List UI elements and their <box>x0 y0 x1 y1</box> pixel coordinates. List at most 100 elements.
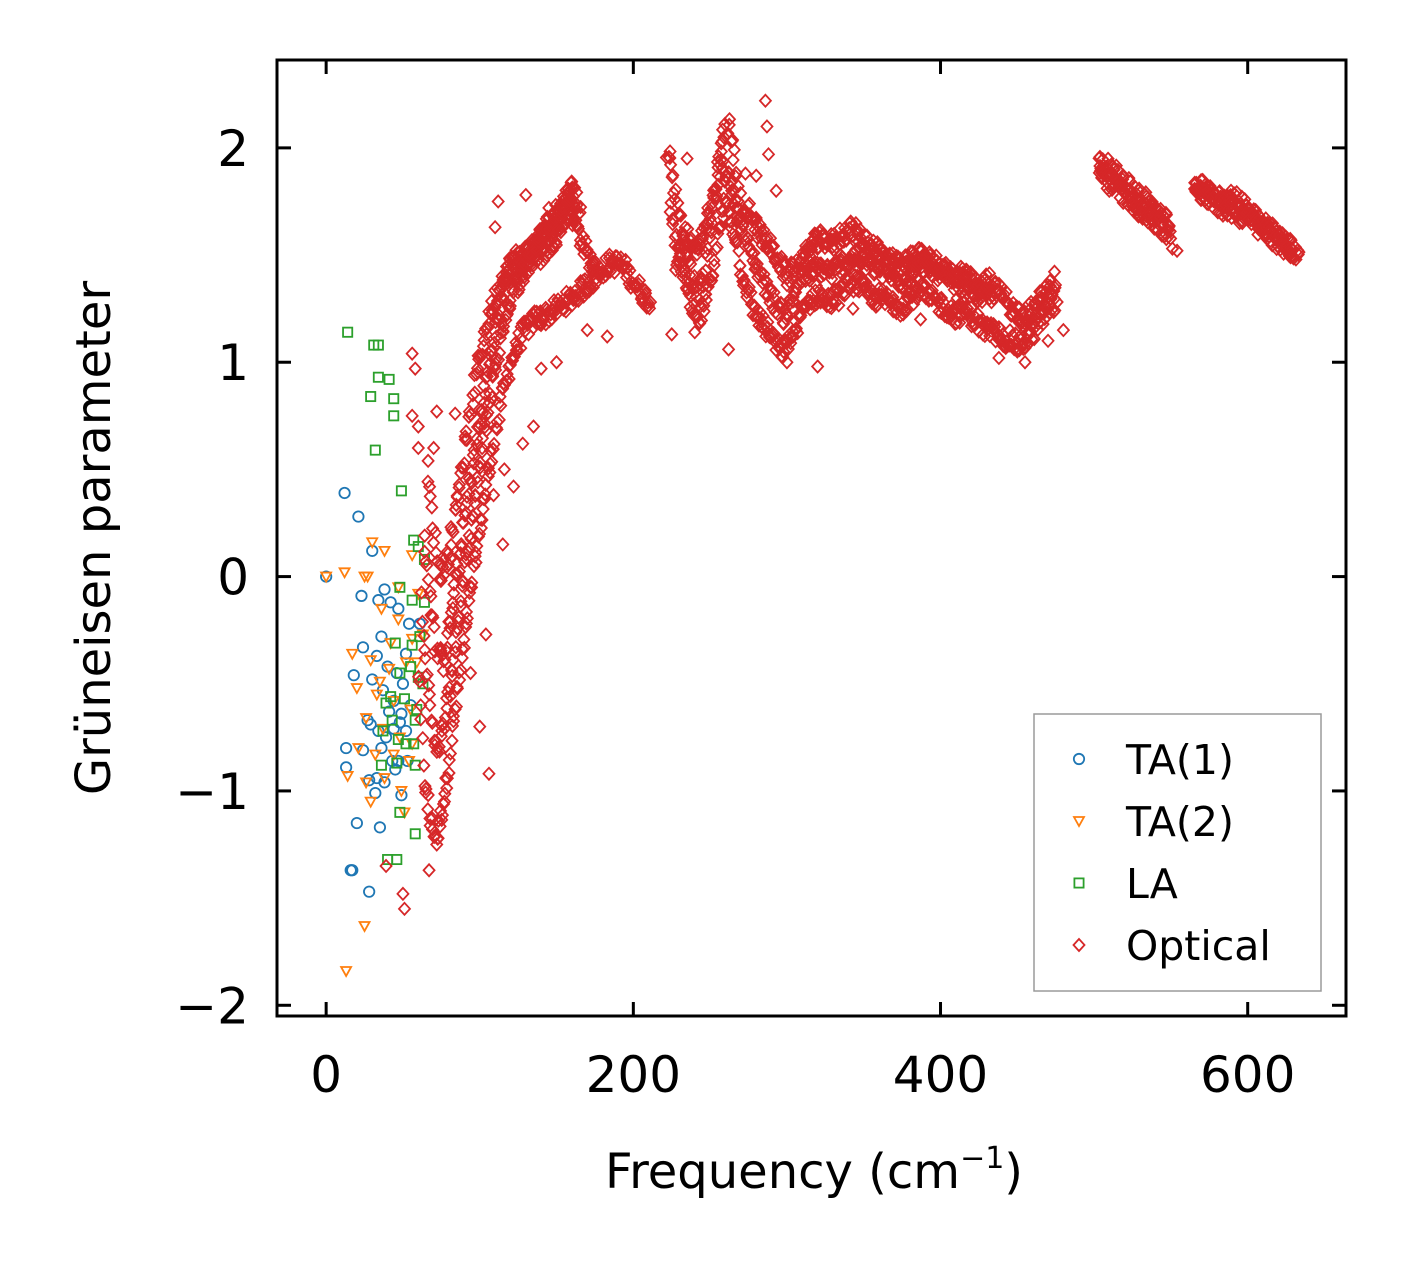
point-optical-1483 <box>952 315 967 330</box>
point-optical-2347 <box>549 354 564 370</box>
point-optical-2315 <box>448 406 462 422</box>
point-optical-1433 <box>906 296 921 312</box>
point-optical-1224 <box>714 219 729 234</box>
point-optical-2328 <box>430 837 444 852</box>
point-optical-764 <box>663 150 677 166</box>
point-optical-684 <box>496 277 511 292</box>
point-optical-287 <box>454 594 468 609</box>
point-optical-715 <box>524 248 539 263</box>
point-optical-1764 <box>830 230 845 246</box>
point-optical-619 <box>436 559 450 575</box>
point-optical-321 <box>485 390 499 405</box>
point-optical-67 <box>475 512 489 528</box>
point-la-7 <box>388 410 400 422</box>
point-optical-470 <box>452 564 467 579</box>
point-optical-2316 <box>411 440 426 456</box>
point-optical-651 <box>466 396 481 412</box>
point-optical-1580 <box>1042 305 1057 321</box>
point-optical-476 <box>456 515 471 531</box>
point-optical-457 <box>440 640 455 656</box>
point-optical-630 <box>446 524 460 540</box>
legend-symbol-0 <box>1072 752 1086 766</box>
point-optical-489 <box>470 431 484 447</box>
point-optical-496 <box>475 406 490 422</box>
point-optical-2300 <box>769 183 783 199</box>
point-ta1-11 <box>356 641 370 654</box>
point-optical-304 <box>468 488 482 504</box>
legend-symbol-3 <box>1072 937 1086 953</box>
point-optical-344 <box>506 284 520 300</box>
point-optical-2322 <box>473 719 487 734</box>
point-ta1-8 <box>392 602 405 615</box>
point-optical-2305 <box>519 187 533 203</box>
point-optical-1238 <box>727 229 742 245</box>
point-optical-2331 <box>721 342 736 357</box>
point-optical-2335 <box>867 297 882 312</box>
point-optical-1650 <box>724 183 739 198</box>
point-ta1-28 <box>393 716 406 729</box>
point-optical-1922 <box>977 283 991 299</box>
point-optical-31 <box>442 765 456 781</box>
point-optical-1275 <box>761 314 775 330</box>
point-la-17 <box>406 639 418 651</box>
point-optical-2306 <box>542 200 556 216</box>
point-ta2-1 <box>338 567 352 580</box>
point-la-13 <box>394 581 406 593</box>
point-optical-635 <box>450 489 465 505</box>
point-optical-2067 <box>1152 217 1167 233</box>
y-tick-label-1: −1 <box>175 763 249 821</box>
point-optical-178 <box>579 282 594 298</box>
x-tick-label-200: 200 <box>586 1046 681 1104</box>
point-optical-2313 <box>411 419 426 434</box>
point-optical-11 <box>423 811 437 826</box>
point-la-36 <box>400 738 412 750</box>
point-ta2-36 <box>358 921 372 933</box>
point-optical-2348 <box>534 361 548 376</box>
point-optical-479 <box>460 495 474 511</box>
point-ta2-10 <box>391 614 405 627</box>
point-ta2-19 <box>370 689 384 702</box>
point-optical-88 <box>494 398 508 413</box>
point-optical-641 <box>457 456 472 471</box>
point-optical-256 <box>423 697 437 713</box>
point-optical-602 <box>573 199 588 215</box>
point-optical-2346 <box>600 329 614 344</box>
point-optical-282 <box>449 639 463 655</box>
point-ta1-4 <box>355 589 368 602</box>
point-ta2-28 <box>387 749 401 762</box>
point-la-8 <box>369 444 381 456</box>
point-optical-878 <box>780 306 794 322</box>
point-optical-656 <box>471 364 485 380</box>
point-ta2-37 <box>339 966 353 978</box>
point-ta1-18 <box>366 673 379 686</box>
point-optical-474 <box>454 539 469 555</box>
point-optical-652 <box>468 385 482 401</box>
point-optical-2332 <box>688 324 702 340</box>
point-optical-34 <box>445 733 459 749</box>
point-optical-185 <box>586 280 601 295</box>
point-optical-2349 <box>516 436 530 452</box>
point-la-28 <box>408 738 420 750</box>
point-optical-389 <box>546 238 560 254</box>
point-optical-172 <box>573 273 588 289</box>
point-ta2-0 <box>319 571 333 584</box>
point-optical-644 <box>459 424 473 439</box>
point-la-31 <box>375 759 387 771</box>
point-optical-428 <box>583 246 597 262</box>
point-optical-856 <box>757 266 771 282</box>
point-optical-2345 <box>580 322 594 338</box>
legend: TA(1) TA(2) LA Optical <box>1033 713 1322 992</box>
point-optical-298 <box>464 531 478 547</box>
point-optical-667 <box>480 320 495 336</box>
point-optical-251 <box>418 650 432 666</box>
point-optical-603 <box>421 453 435 469</box>
point-optical-1254 <box>742 279 756 295</box>
point-optical-2304 <box>833 247 848 263</box>
point-la-32 <box>394 806 406 818</box>
point-optical-85 <box>492 412 506 428</box>
point-ta1-2 <box>352 510 365 523</box>
point-optical-1096 <box>982 291 997 306</box>
point-optical-2302 <box>680 151 694 166</box>
point-optical-1591 <box>670 254 685 269</box>
point-optical-2336 <box>913 312 928 327</box>
